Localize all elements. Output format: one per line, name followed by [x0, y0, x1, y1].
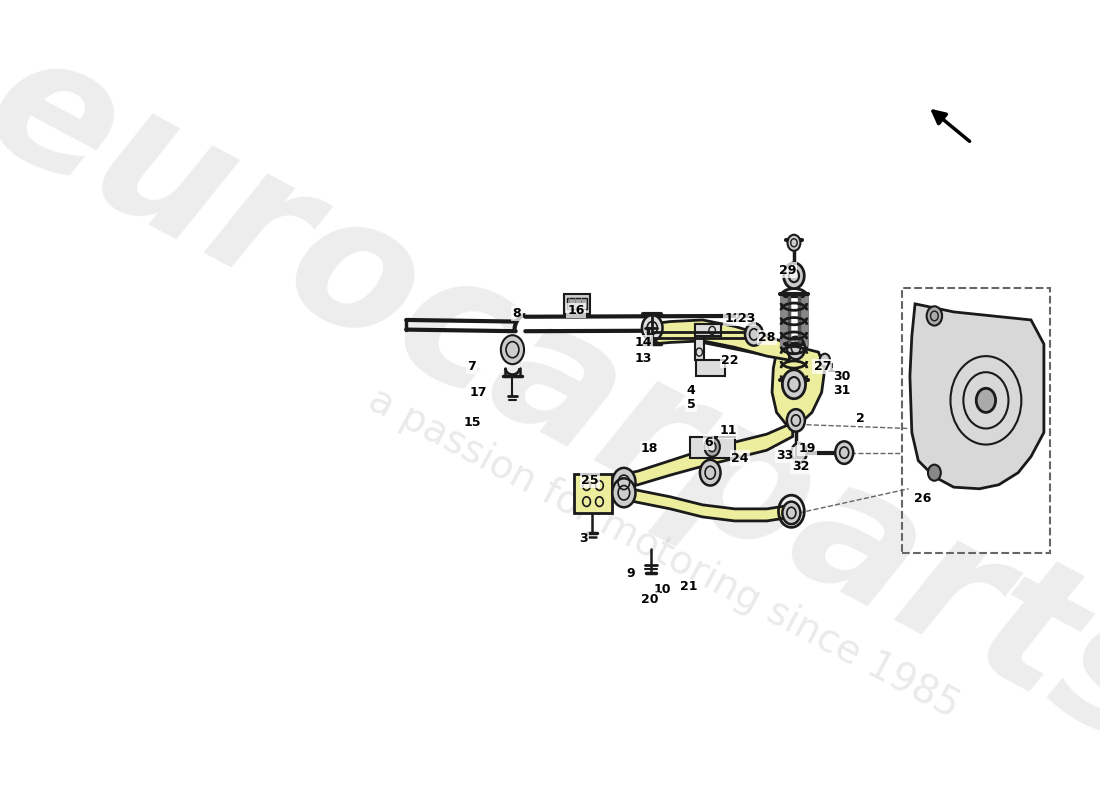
Circle shape	[704, 438, 719, 457]
Circle shape	[783, 263, 804, 289]
Circle shape	[613, 478, 636, 507]
Text: 25: 25	[581, 474, 598, 487]
Text: 28: 28	[758, 331, 776, 344]
Polygon shape	[690, 437, 735, 458]
Circle shape	[500, 335, 524, 364]
Circle shape	[782, 370, 805, 398]
Text: 17: 17	[470, 386, 487, 399]
Text: 18: 18	[641, 442, 658, 455]
Text: 32: 32	[792, 460, 810, 473]
Circle shape	[788, 234, 801, 251]
Text: 26: 26	[914, 492, 932, 505]
Text: 21: 21	[680, 580, 697, 594]
Polygon shape	[910, 304, 1044, 489]
Bar	[902, 288, 1050, 553]
Polygon shape	[568, 298, 586, 310]
Polygon shape	[695, 324, 704, 360]
Text: 5: 5	[686, 398, 695, 411]
Text: 29: 29	[779, 264, 796, 277]
Polygon shape	[651, 320, 790, 360]
Text: 2: 2	[856, 411, 865, 425]
Text: 14: 14	[635, 336, 652, 349]
Text: 24: 24	[732, 452, 749, 465]
Polygon shape	[696, 360, 725, 376]
Text: 11: 11	[719, 424, 737, 438]
Text: 8: 8	[513, 307, 521, 320]
Text: 6: 6	[705, 436, 713, 449]
Text: 12: 12	[725, 312, 742, 325]
Polygon shape	[564, 294, 590, 314]
Circle shape	[782, 502, 801, 524]
Text: eurocarparts: eurocarparts	[0, 14, 1100, 786]
Circle shape	[820, 354, 830, 366]
Polygon shape	[613, 423, 793, 489]
Text: 4: 4	[686, 384, 695, 397]
Text: 31: 31	[833, 384, 850, 397]
Circle shape	[700, 460, 720, 486]
Circle shape	[613, 468, 636, 497]
Text: 27: 27	[814, 360, 830, 373]
Circle shape	[786, 337, 805, 359]
Text: 9: 9	[626, 566, 635, 580]
Polygon shape	[574, 474, 613, 513]
Text: 20: 20	[641, 594, 659, 606]
Text: 33: 33	[777, 449, 793, 462]
Text: 22: 22	[720, 354, 738, 366]
Text: 30: 30	[833, 370, 850, 382]
Text: 16: 16	[568, 304, 585, 317]
Text: 3: 3	[579, 532, 587, 545]
Text: 7: 7	[468, 360, 476, 373]
Polygon shape	[772, 344, 825, 425]
Polygon shape	[695, 324, 721, 336]
Circle shape	[977, 388, 996, 412]
Polygon shape	[613, 485, 793, 521]
Text: 23: 23	[738, 312, 755, 325]
Text: 15: 15	[463, 416, 481, 430]
Circle shape	[928, 465, 940, 481]
Circle shape	[791, 443, 806, 462]
Circle shape	[745, 323, 763, 346]
Circle shape	[835, 442, 854, 464]
Text: 19: 19	[799, 442, 815, 455]
Text: a passion for motoring since 1985: a passion for motoring since 1985	[362, 381, 966, 726]
Circle shape	[786, 409, 805, 432]
Text: 10: 10	[653, 582, 671, 596]
Circle shape	[926, 306, 942, 326]
Circle shape	[642, 315, 662, 341]
Text: 1: 1	[827, 362, 836, 374]
Text: 13: 13	[635, 352, 652, 365]
